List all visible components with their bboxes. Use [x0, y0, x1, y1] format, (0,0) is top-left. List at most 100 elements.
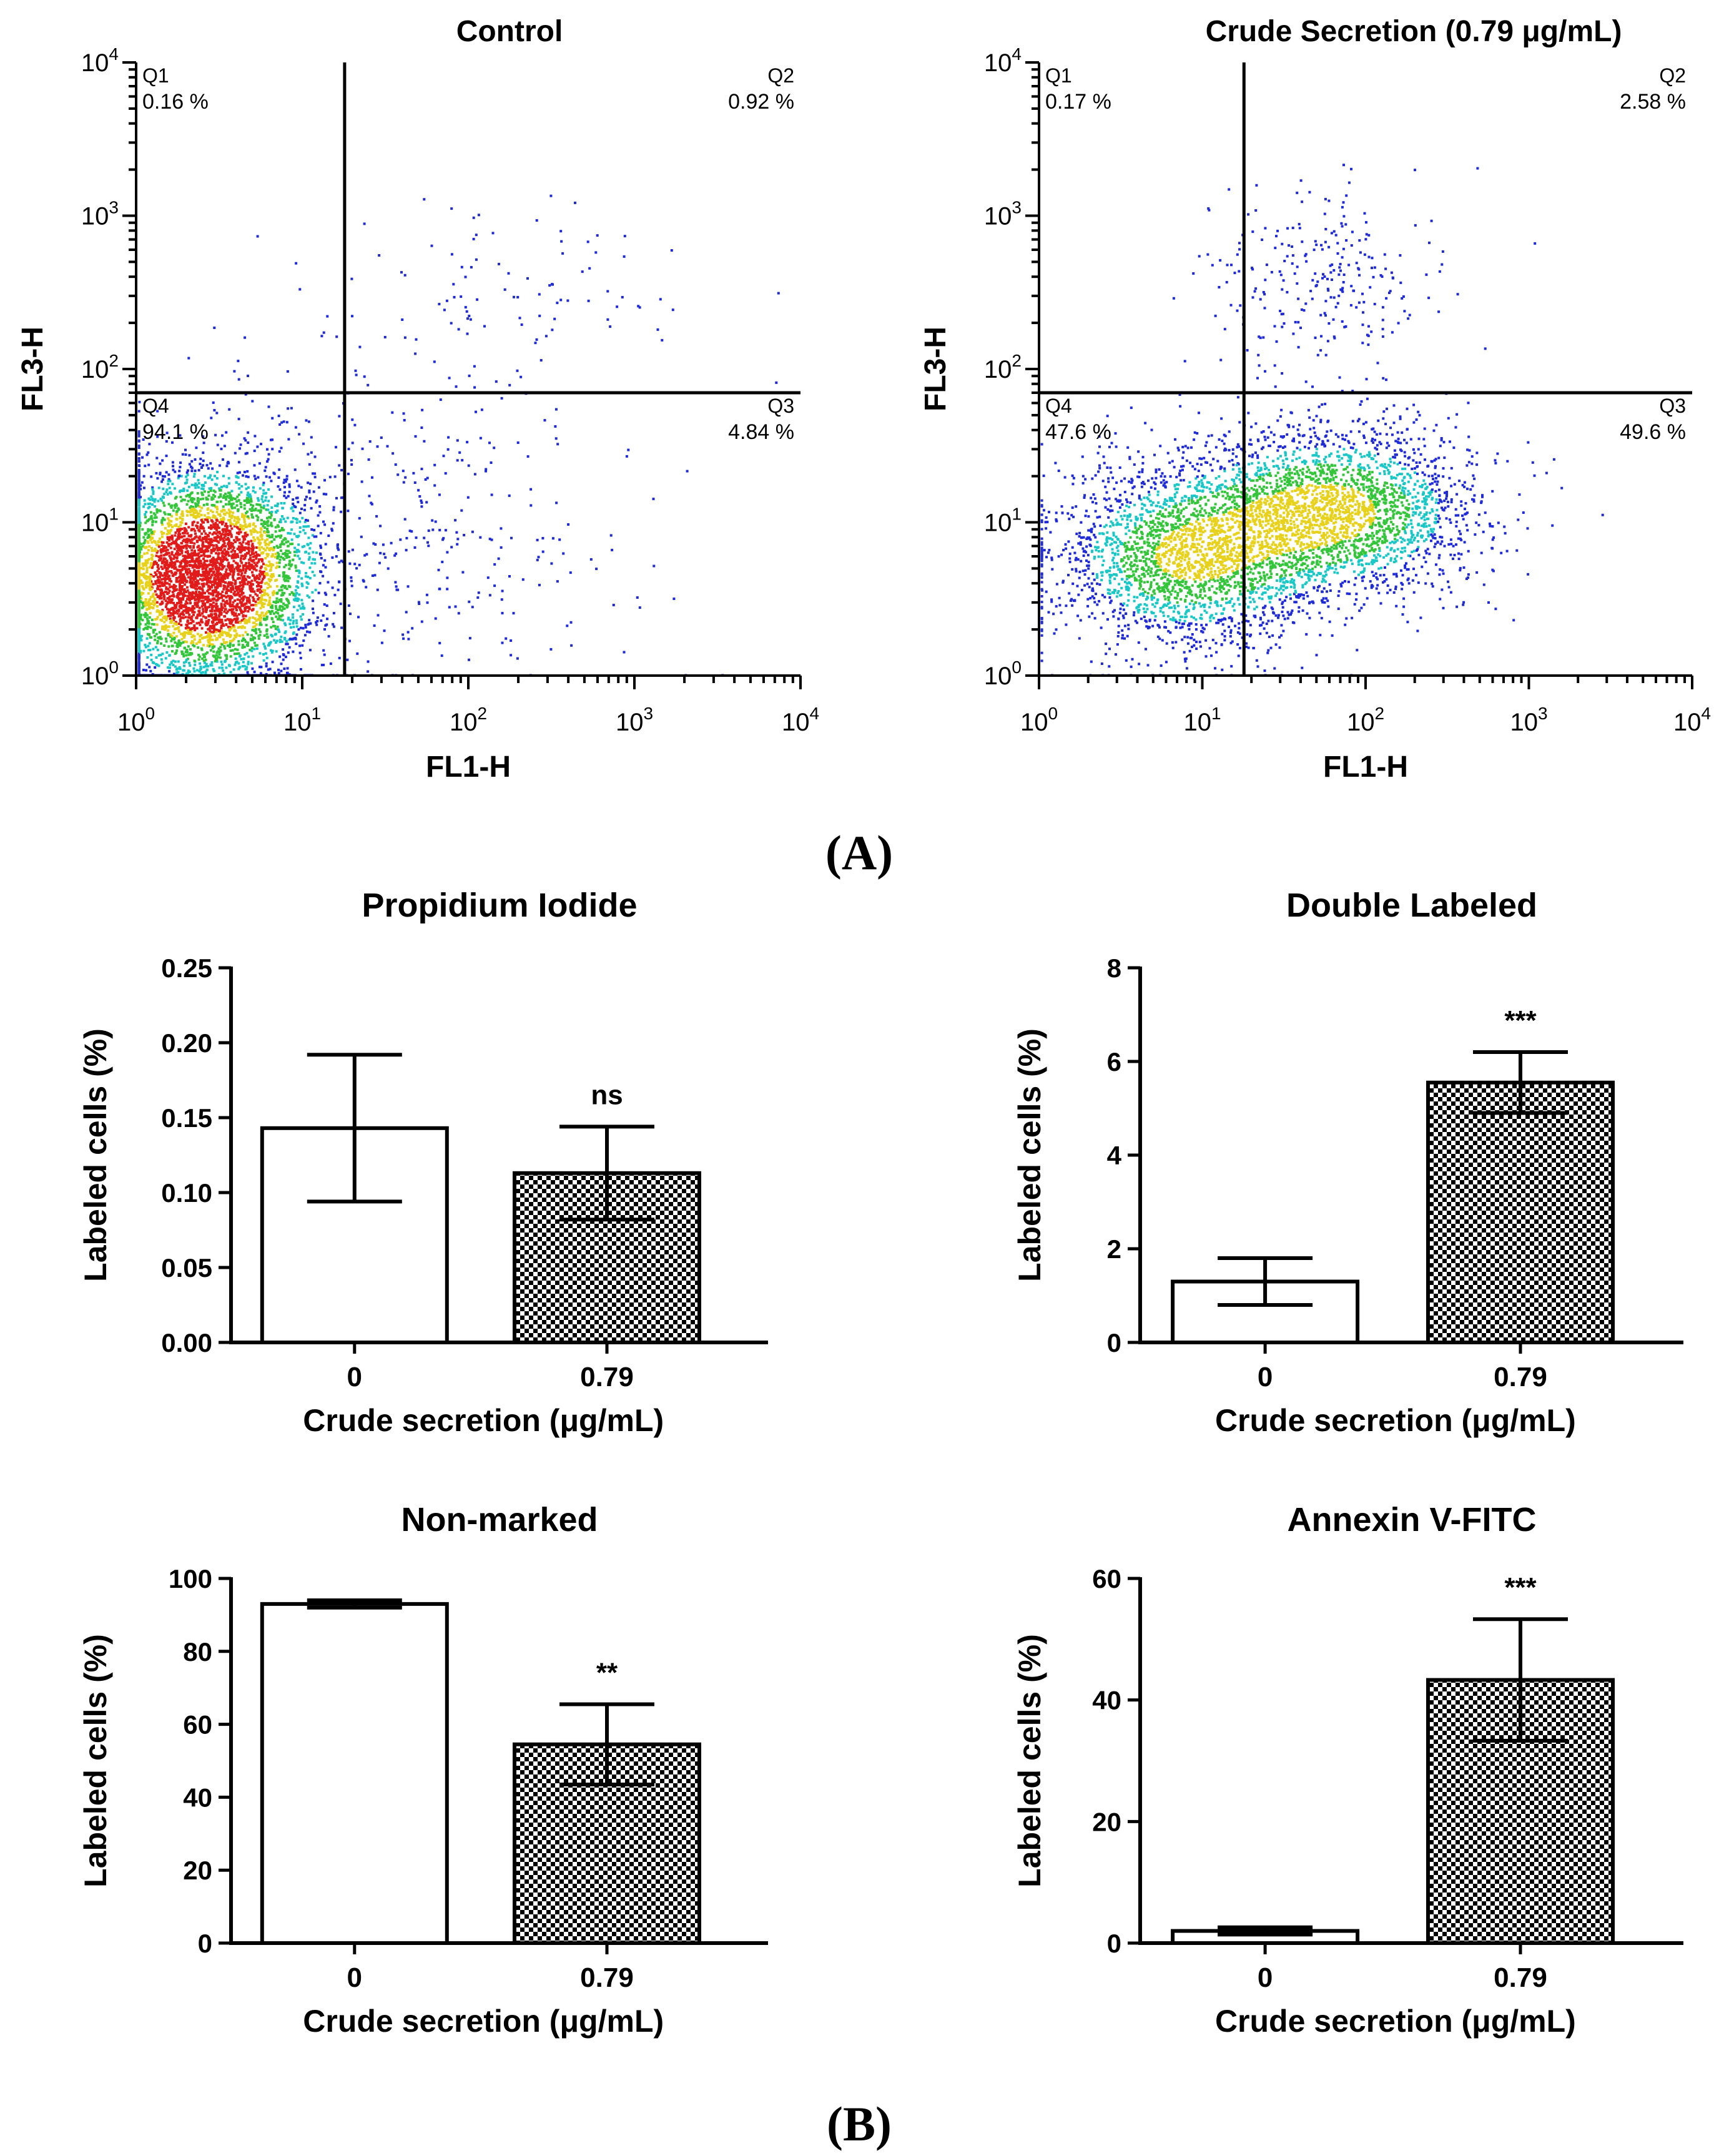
flow-dot — [211, 589, 214, 593]
flow-dot — [192, 498, 195, 500]
flow-dot — [185, 564, 189, 568]
flow-dot — [245, 606, 248, 609]
flow-dot — [180, 550, 184, 553]
flow-dot — [174, 540, 177, 543]
flow-dot — [177, 591, 180, 594]
flow-dot — [192, 644, 195, 647]
flow-dot — [179, 598, 182, 601]
flow-dot — [276, 524, 279, 527]
flow-dot — [207, 588, 210, 591]
flow-dot — [265, 553, 268, 556]
flow-dot — [244, 606, 247, 609]
flow-dot — [160, 578, 163, 581]
flow-dot — [262, 551, 265, 554]
flow-dot — [238, 666, 241, 669]
flow-dot — [244, 523, 247, 526]
flow-dot — [257, 598, 260, 601]
flow-dot — [137, 523, 140, 526]
flow-dot — [255, 564, 259, 568]
flow-dot — [238, 577, 240, 579]
flow-dot — [175, 649, 179, 652]
flow-dot — [202, 659, 205, 662]
flow-dot — [171, 650, 174, 653]
flow-dot — [246, 575, 249, 578]
flow-dot — [273, 591, 276, 594]
flow-dot — [210, 551, 213, 554]
flow-dot — [228, 513, 231, 515]
flow-dot — [237, 378, 240, 381]
flow-dot — [179, 613, 182, 616]
flow-dot — [216, 594, 219, 598]
flow-dot — [142, 573, 145, 576]
flow-dot — [323, 628, 326, 631]
flow-dot — [267, 405, 270, 408]
flow-dot — [446, 448, 450, 451]
flow-dot — [254, 538, 257, 541]
flow-dot — [244, 621, 247, 624]
flow-dot — [421, 408, 424, 411]
flow-dot — [245, 602, 248, 605]
flow-dot — [226, 461, 229, 465]
flow-dot — [178, 470, 181, 473]
flow-dot — [260, 616, 263, 619]
flow-dot — [158, 613, 161, 616]
flow-dot — [212, 627, 215, 630]
flow-dot — [137, 507, 140, 510]
flow-dot — [431, 528, 435, 531]
flow-dot — [182, 576, 185, 579]
flow-dot — [281, 614, 284, 617]
flow-dot — [198, 591, 201, 594]
flow-dot — [192, 475, 195, 478]
flow-dot — [173, 548, 176, 551]
flow-dot — [357, 616, 360, 619]
flow-dot — [252, 598, 255, 601]
flow-dot — [145, 581, 149, 584]
flow-dot — [529, 488, 533, 491]
flow-dot — [275, 597, 278, 600]
flow-dot — [185, 547, 188, 550]
flow-dot — [154, 618, 157, 621]
flow-dot — [235, 504, 239, 507]
flow-dot — [137, 587, 140, 590]
flow-dot — [201, 520, 204, 523]
flow-dot — [212, 580, 215, 583]
flow-dot — [236, 538, 239, 541]
flow-dot — [183, 529, 186, 533]
flow-dot — [214, 634, 216, 637]
flow-dot — [223, 641, 225, 644]
flow-dot — [194, 532, 197, 535]
flow-dot — [180, 652, 184, 655]
flow-dot — [167, 614, 170, 618]
flow-dot — [175, 518, 179, 521]
flow-dot — [298, 433, 301, 436]
flow-dot — [287, 602, 290, 604]
flow-dot — [208, 627, 211, 630]
flow-dot — [146, 633, 149, 636]
flow-dot — [278, 574, 281, 577]
flow-dot — [260, 538, 264, 541]
flow-dot — [192, 641, 195, 644]
flow-dot — [160, 561, 164, 564]
flow-dot — [358, 517, 361, 520]
flow-dot — [185, 641, 188, 644]
flow-dot — [274, 628, 277, 631]
flow-dot — [177, 601, 180, 604]
flow-dot — [278, 589, 281, 592]
flow-dot — [160, 530, 163, 533]
flow-dot — [162, 583, 165, 586]
flow-dot — [202, 441, 205, 445]
flow-dot — [159, 603, 162, 606]
flow-dot — [285, 640, 288, 643]
flow-dot — [205, 464, 209, 467]
flow-dot — [285, 642, 288, 646]
flow-dot — [186, 573, 189, 576]
flow-dot — [212, 601, 215, 604]
flow-dot — [137, 610, 140, 613]
flow-dot — [137, 528, 140, 531]
flow-dot — [265, 496, 268, 499]
flow-dot — [260, 519, 263, 522]
flow-dot — [148, 633, 150, 636]
flow-dot — [200, 554, 203, 557]
flow-dot — [275, 585, 278, 588]
flow-dot — [168, 532, 171, 534]
